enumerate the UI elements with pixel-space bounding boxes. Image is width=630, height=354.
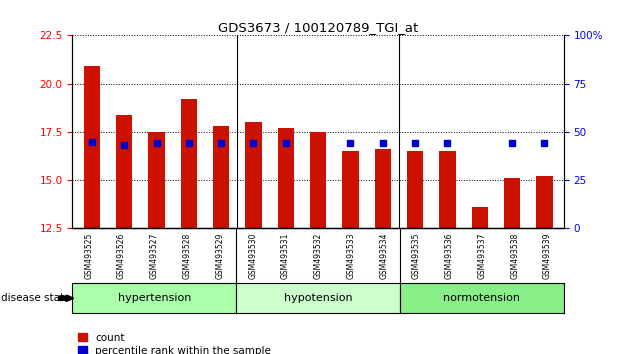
Text: GSM493531: GSM493531 xyxy=(281,233,290,279)
Bar xyxy=(181,99,197,228)
Text: GSM493539: GSM493539 xyxy=(543,233,552,279)
Text: normotension: normotension xyxy=(444,293,520,303)
Text: GSM493528: GSM493528 xyxy=(183,233,192,279)
Bar xyxy=(375,149,391,228)
Bar xyxy=(504,178,520,228)
Text: GSM493537: GSM493537 xyxy=(478,233,486,279)
Bar xyxy=(310,132,326,228)
Text: GSM493532: GSM493532 xyxy=(314,233,323,279)
Bar xyxy=(116,114,132,228)
Text: GSM493525: GSM493525 xyxy=(84,233,93,279)
Title: GDS3673 / 100120789_TGI_at: GDS3673 / 100120789_TGI_at xyxy=(218,21,418,34)
Text: disease state: disease state xyxy=(1,293,70,303)
Text: GSM493536: GSM493536 xyxy=(445,233,454,279)
Text: GSM493530: GSM493530 xyxy=(248,233,257,279)
Legend: count, percentile rank within the sample: count, percentile rank within the sample xyxy=(77,333,272,354)
Text: GSM493527: GSM493527 xyxy=(150,233,159,279)
Bar xyxy=(342,151,358,228)
Bar xyxy=(278,128,294,228)
Text: GSM493534: GSM493534 xyxy=(379,233,388,279)
Bar xyxy=(536,176,553,228)
Text: GSM493538: GSM493538 xyxy=(510,233,519,279)
Bar xyxy=(472,207,488,228)
Text: GSM493529: GSM493529 xyxy=(215,233,224,279)
Bar xyxy=(213,126,229,228)
Bar xyxy=(407,151,423,228)
Text: hypotension: hypotension xyxy=(284,293,352,303)
Bar xyxy=(246,122,261,228)
Text: GSM493533: GSM493533 xyxy=(346,233,355,279)
Bar xyxy=(149,132,164,228)
Text: GSM493526: GSM493526 xyxy=(117,233,126,279)
Text: GSM493535: GSM493535 xyxy=(412,233,421,279)
Bar xyxy=(84,66,100,228)
Bar xyxy=(439,151,455,228)
Text: hypertension: hypertension xyxy=(118,293,191,303)
